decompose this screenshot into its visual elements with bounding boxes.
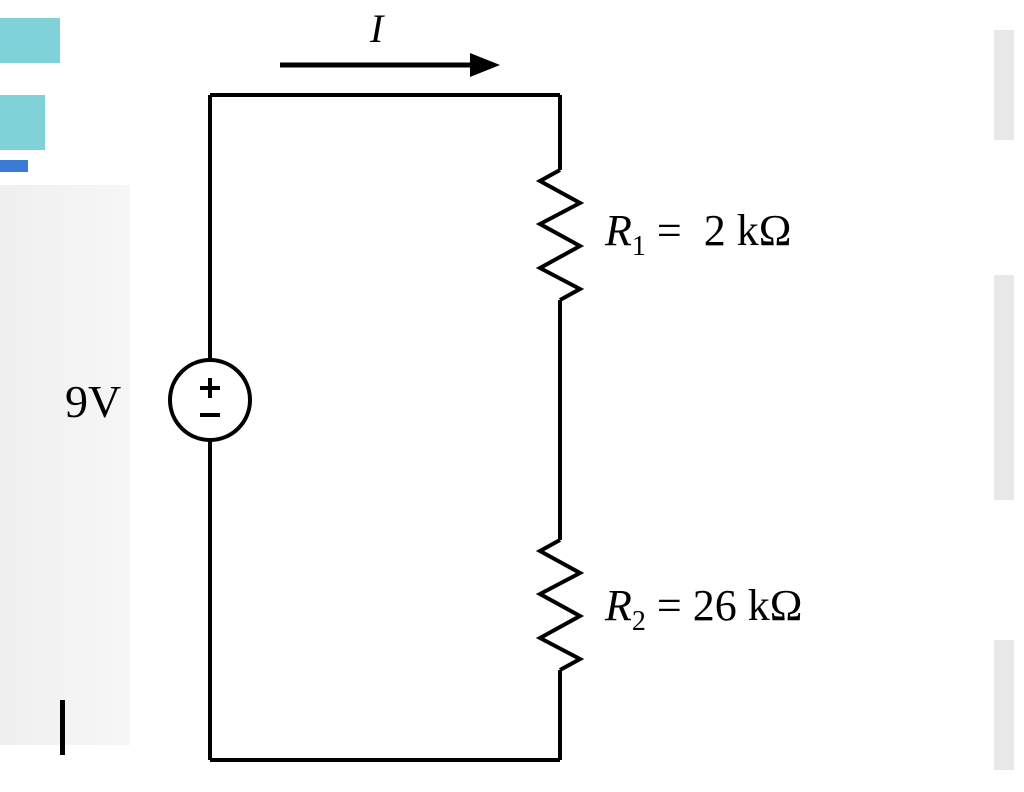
r1-label: R1 = 2 kΩ xyxy=(605,205,791,263)
r2-label: R2 = 26 kΩ xyxy=(605,580,802,638)
current-label: I xyxy=(370,5,383,52)
circuit-diagram xyxy=(0,0,1024,792)
source-label: 9V xyxy=(65,375,121,428)
